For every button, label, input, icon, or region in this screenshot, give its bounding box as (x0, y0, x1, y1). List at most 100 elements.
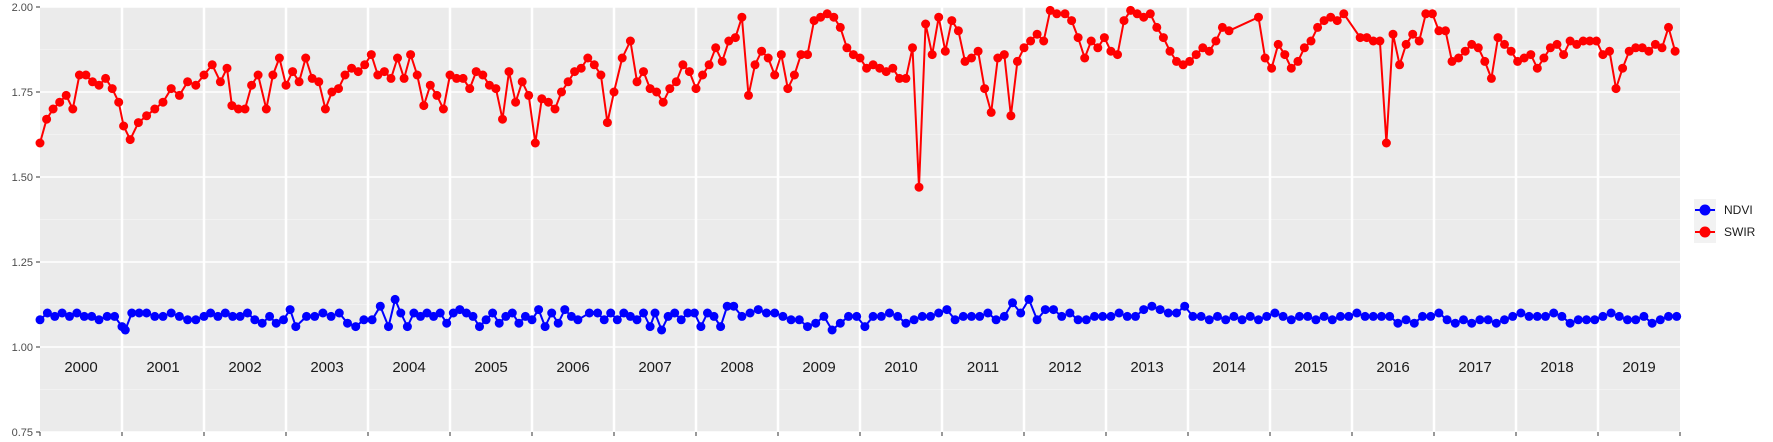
data-point (1229, 311, 1239, 321)
data-point (1267, 63, 1277, 73)
data-point (576, 63, 586, 73)
data-point (1491, 318, 1501, 328)
data-point (174, 311, 184, 321)
data-point (1590, 315, 1600, 325)
data-point (42, 308, 52, 318)
data-point (1421, 9, 1431, 19)
data-point (1460, 46, 1470, 56)
year-label: 2005 (474, 359, 507, 376)
data-point (302, 311, 311, 321)
y-axis: 0.75 1.00 1.25 1.50 1.75 2.00 (12, 2, 40, 439)
data-point (737, 12, 747, 22)
data-point (803, 322, 812, 332)
data-point (481, 315, 491, 325)
data-point (1081, 315, 1091, 325)
data-point (125, 135, 135, 145)
data-point (442, 318, 452, 328)
data-point (1260, 53, 1270, 63)
data-point (42, 114, 52, 124)
data-point (835, 22, 845, 32)
data-point (770, 70, 780, 80)
data-point (593, 308, 603, 318)
data-point (507, 308, 517, 318)
data-point (999, 50, 1009, 60)
data-point (1065, 308, 1075, 318)
data-point (1508, 311, 1518, 321)
data-point (1163, 308, 1173, 318)
data-point (1441, 26, 1450, 36)
data-point (934, 12, 944, 22)
data-point (1319, 311, 1329, 321)
data-point (1427, 9, 1437, 19)
data-point (72, 308, 82, 318)
year-label: 2002 (228, 359, 261, 376)
data-point (1270, 308, 1280, 318)
year-label: 2012 (1048, 359, 1081, 376)
data-point (1473, 43, 1483, 53)
data-point (79, 311, 89, 321)
data-point (1591, 36, 1601, 46)
data-point (318, 308, 328, 318)
data-point (150, 104, 160, 114)
data-point (351, 322, 361, 332)
data-point (1644, 46, 1654, 56)
data-point (827, 325, 837, 335)
data-point (174, 90, 184, 100)
data-point (228, 311, 238, 321)
data-point (1360, 311, 1370, 321)
data-point (133, 118, 143, 128)
data-point (158, 311, 168, 321)
year-label: 2017 (1458, 359, 1491, 376)
data-point (1377, 311, 1386, 321)
data-point (770, 308, 780, 318)
data-point (947, 16, 957, 26)
y-tick-label: 1.00 (12, 342, 33, 354)
data-point (1623, 315, 1632, 325)
data-point (716, 322, 726, 332)
data-point (1631, 315, 1641, 325)
data-point (1442, 315, 1452, 325)
data-point (1552, 39, 1562, 49)
data-point (1145, 9, 1155, 19)
data-point (1493, 33, 1503, 43)
data-point (261, 104, 271, 114)
data-point (722, 301, 732, 311)
data-point (55, 97, 65, 107)
data-point (243, 308, 252, 318)
data-point (596, 70, 606, 80)
data-point (458, 73, 468, 83)
data-point (527, 315, 537, 325)
data-point (432, 90, 442, 100)
data-point (1106, 311, 1116, 321)
data-point (1670, 46, 1680, 56)
year-label: 2014 (1212, 359, 1245, 376)
year-label: 2007 (638, 359, 671, 376)
year-label: 2016 (1376, 359, 1409, 376)
data-point (390, 294, 400, 304)
data-point (1113, 50, 1122, 60)
data-point (678, 60, 688, 70)
data-point (639, 308, 648, 318)
data-point (334, 84, 343, 94)
data-point (1211, 36, 1221, 46)
year-label: 2019 (1622, 359, 1655, 376)
data-point (1147, 301, 1157, 311)
data-point (68, 104, 78, 114)
data-point (671, 77, 681, 87)
data-point (1286, 63, 1296, 73)
data-point (1454, 53, 1464, 63)
data-point (909, 315, 919, 325)
year-label: 2008 (720, 359, 753, 376)
data-point (1614, 311, 1624, 321)
data-point (94, 80, 104, 90)
data-point (1032, 315, 1042, 325)
data-point (1639, 311, 1649, 321)
data-point (1434, 26, 1444, 36)
y-tick-label: 0.75 (12, 427, 33, 439)
data-point (396, 308, 406, 318)
data-point (353, 67, 363, 77)
data-point (855, 53, 865, 63)
data-point (379, 67, 389, 77)
data-point (803, 50, 812, 60)
